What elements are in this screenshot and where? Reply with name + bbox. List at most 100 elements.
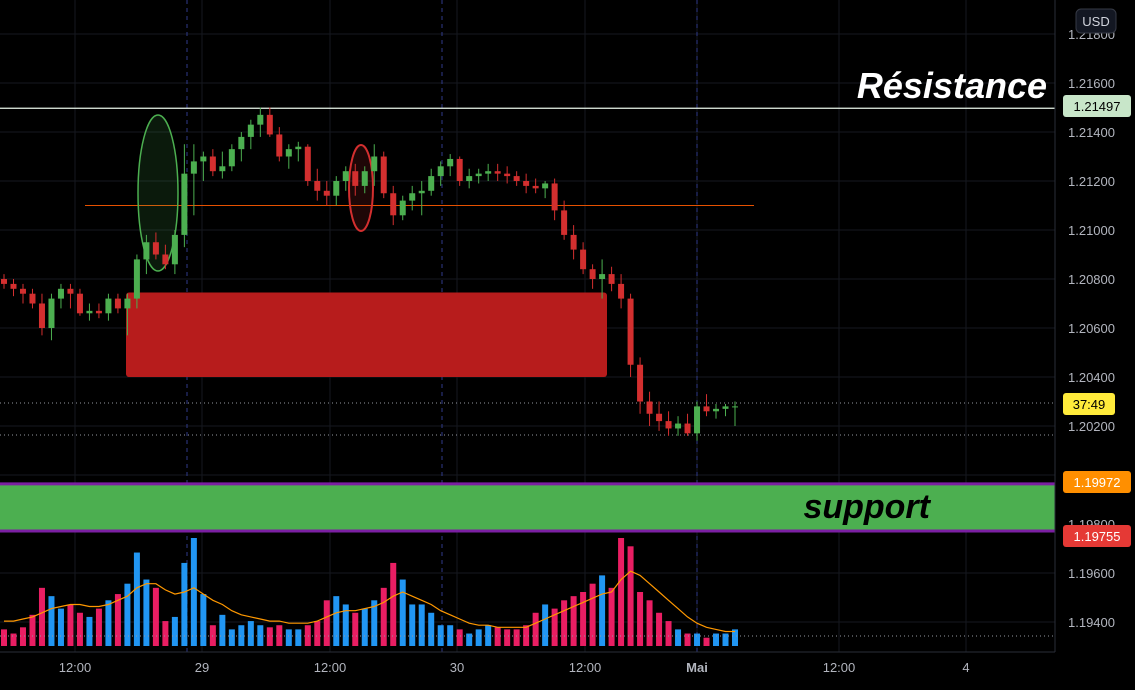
volume-bar xyxy=(86,616,93,646)
candle-body xyxy=(732,406,738,408)
support-band xyxy=(0,483,1055,532)
price-tick-label: 1.19400 xyxy=(1068,615,1115,630)
candle-body xyxy=(466,176,473,181)
volume-bar xyxy=(589,583,596,646)
volume-bar xyxy=(95,608,102,646)
volume-bar xyxy=(114,594,121,646)
candle-body xyxy=(171,234,178,265)
volume-bar xyxy=(124,583,131,646)
time-tick-label: 29 xyxy=(195,660,209,675)
volume-bar xyxy=(542,604,549,646)
volume-bar xyxy=(428,612,435,646)
volume-bar xyxy=(475,629,482,646)
candle-body xyxy=(361,171,368,186)
candle-body xyxy=(409,193,416,201)
candle-body xyxy=(124,298,131,309)
candle-body xyxy=(523,181,530,186)
volume-bar xyxy=(143,579,150,646)
currency-button[interactable]: USD xyxy=(1075,8,1117,34)
candle-body xyxy=(656,413,663,422)
candle-body xyxy=(390,193,397,216)
price-tick-label: 1.21200 xyxy=(1068,174,1115,189)
candle-body xyxy=(675,423,682,429)
support-top-badge: 1.19972 xyxy=(1063,471,1131,493)
volume-bar xyxy=(1,629,7,646)
candle-body xyxy=(589,269,596,279)
price-tick-label: 1.20200 xyxy=(1068,419,1115,434)
candle-body xyxy=(304,146,311,181)
volume-bar xyxy=(247,621,254,646)
candle-body xyxy=(285,149,292,157)
candle-body xyxy=(456,158,463,181)
volume-bar xyxy=(181,562,188,646)
volume-bar xyxy=(276,625,283,646)
volume-bar xyxy=(713,633,720,646)
volume-bar xyxy=(38,587,45,646)
candle-body xyxy=(219,166,226,172)
support-annotation: support xyxy=(803,488,931,526)
volume-bar xyxy=(190,538,197,646)
volume-bar xyxy=(29,614,36,646)
candle-body xyxy=(323,190,330,196)
candle-body xyxy=(342,171,349,181)
candle-body xyxy=(48,298,55,328)
volume-bar xyxy=(76,612,83,646)
candle-body xyxy=(10,283,17,289)
support-bottom-badge: 1.19755 xyxy=(1063,525,1131,547)
volume-bar xyxy=(627,546,634,646)
volume-bar xyxy=(570,596,577,646)
volume-bar xyxy=(200,594,207,646)
candle-body xyxy=(627,298,634,365)
volume-bar xyxy=(665,621,672,646)
candle-body xyxy=(447,158,454,167)
volume-bar xyxy=(399,579,406,646)
volume-bar xyxy=(19,627,26,646)
volume-bar xyxy=(523,625,530,646)
candle-body xyxy=(475,173,482,177)
support-bottom-price: 1.19755 xyxy=(1074,529,1121,544)
price-tick-label: 1.21600 xyxy=(1068,76,1115,91)
volume-bar xyxy=(228,629,235,646)
candle-body xyxy=(637,364,644,402)
candle-body xyxy=(703,406,710,412)
volume-bar xyxy=(694,633,701,646)
price-tick-label: 1.21000 xyxy=(1068,223,1115,238)
candle-body xyxy=(542,183,549,189)
candle-body xyxy=(494,171,501,174)
price-tick-label: 1.20800 xyxy=(1068,272,1115,287)
candle-body xyxy=(399,200,406,216)
candle-body xyxy=(181,173,188,235)
candle-body xyxy=(485,171,492,174)
candle-body xyxy=(143,242,150,260)
chart-overlays xyxy=(0,107,1055,637)
candle-body xyxy=(190,161,197,174)
volume-bar xyxy=(333,596,340,646)
volume-bar xyxy=(171,616,178,646)
candle-body xyxy=(19,288,26,294)
volume-bar xyxy=(323,600,330,646)
candle-body xyxy=(532,185,539,189)
candle-body xyxy=(266,114,273,135)
countdown-badge: 37:49 xyxy=(1063,393,1115,415)
volume-bar xyxy=(466,633,473,646)
candle-body xyxy=(29,293,36,304)
volume-bar xyxy=(380,587,387,646)
time-tick-label: Mai xyxy=(686,660,708,675)
candle-body xyxy=(162,254,169,265)
candle-body xyxy=(713,408,720,412)
volume-bar xyxy=(561,600,568,646)
candle-body xyxy=(209,156,216,172)
volume-bar xyxy=(238,625,245,646)
candle-body xyxy=(86,310,93,314)
candle-body xyxy=(646,401,653,414)
volume-bar xyxy=(618,538,625,646)
candle-body xyxy=(257,114,264,125)
volume-bar xyxy=(133,552,140,646)
candle-body xyxy=(200,156,207,162)
volume-bar xyxy=(504,629,511,646)
volume-bar xyxy=(390,562,397,646)
candle-body xyxy=(247,124,254,137)
candle-body xyxy=(599,274,606,279)
